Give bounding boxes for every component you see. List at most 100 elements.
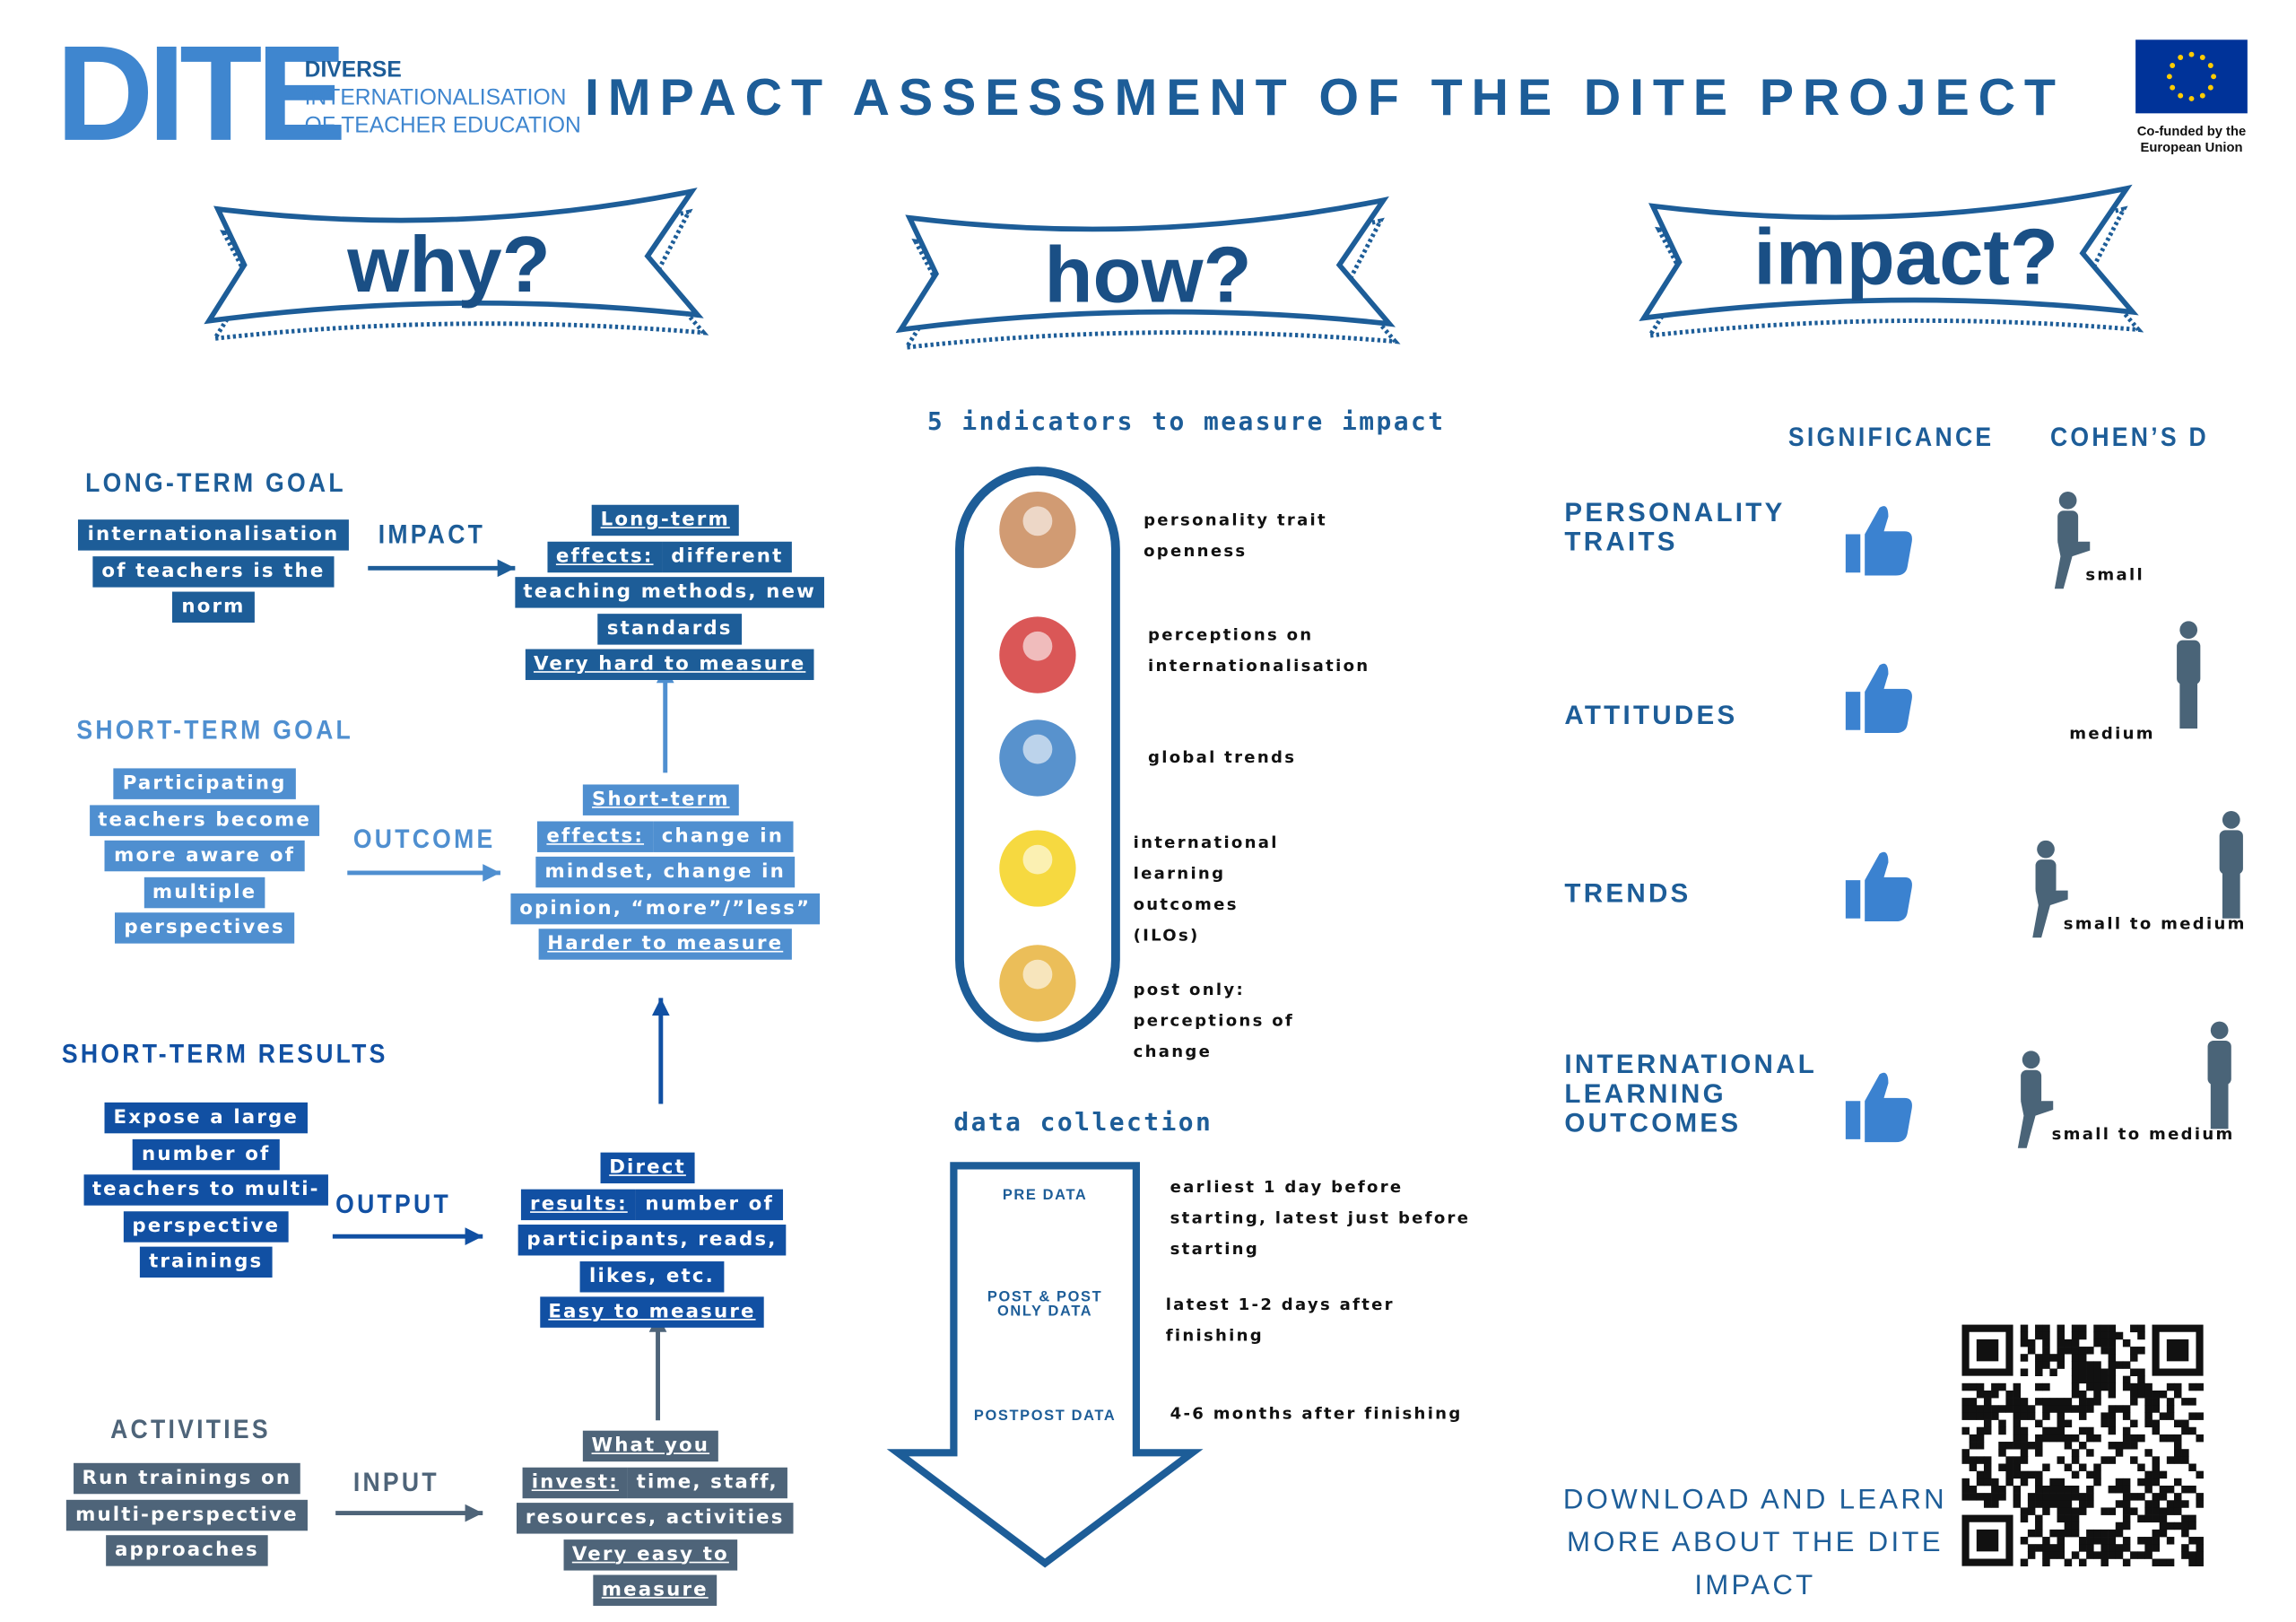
qr-cell — [2122, 1405, 2131, 1413]
qr-cell — [2057, 1426, 2065, 1435]
qr-cell — [2049, 1405, 2057, 1413]
qr-cell — [2086, 1537, 2094, 1545]
qr-cell — [2144, 1514, 2152, 1523]
qr-cell — [2035, 1449, 2043, 1457]
qr-cell — [2137, 1331, 2145, 1340]
qr-cell — [2181, 1522, 2189, 1530]
qr-cell — [2159, 1514, 2168, 1523]
qr-cell — [2152, 1500, 2161, 1508]
qr-cell — [1969, 1382, 1978, 1391]
qr-cell — [2020, 1368, 2029, 1376]
indicator-icon-detail — [1022, 506, 1053, 536]
qr-cell — [2130, 1419, 2138, 1428]
qr-cell — [2078, 1426, 2087, 1435]
qr-cell — [2035, 1485, 2043, 1494]
qr-cell — [2130, 1347, 2138, 1355]
qr-cell — [2152, 1390, 2161, 1399]
qr-cell — [2181, 1544, 2189, 1552]
qr-cell — [2108, 1544, 2117, 1552]
collection-arrow — [886, 1162, 1204, 1568]
qr-cell — [2108, 1537, 2117, 1545]
qr-cell — [2013, 1390, 2022, 1399]
qr-cell — [1983, 1419, 1992, 1428]
qr-cell — [2122, 1434, 2131, 1443]
arrow-label: INPUT — [352, 1467, 439, 1497]
qr-cell — [1983, 1478, 1992, 1487]
qr-cell — [1983, 1500, 1992, 1508]
banner — [204, 187, 709, 342]
qr-cell — [2035, 1493, 2043, 1501]
qr-cell — [1961, 1398, 1970, 1406]
qr-cell — [1998, 1405, 2006, 1413]
qr-cell — [1991, 1500, 1999, 1508]
qr-cell — [2181, 1419, 2189, 1428]
qr-cell — [2057, 1331, 2065, 1340]
qr-cell — [2130, 1390, 2138, 1399]
qr-cell — [1969, 1485, 1978, 1494]
qr-cell — [2057, 1419, 2065, 1428]
qr-cell — [2159, 1434, 2168, 1443]
qr-cell — [2196, 1412, 2204, 1420]
qr-cell — [2144, 1390, 2152, 1399]
qr-cell — [2137, 1347, 2145, 1355]
qr-cell — [2115, 1500, 2124, 1508]
qr-cell — [2166, 1507, 2175, 1515]
eu-star — [2199, 55, 2205, 60]
qr-cell — [2108, 1529, 2117, 1538]
qr-cell — [2100, 1412, 2109, 1420]
qr-cell — [2166, 1537, 2175, 1545]
indicator-capsule — [955, 467, 1120, 1042]
qr-cell — [2071, 1485, 2080, 1494]
eu-star — [2207, 63, 2213, 68]
effect-box: Long-term effects: different teaching met… — [504, 503, 835, 684]
person-body — [2219, 830, 2243, 875]
qr-cell — [2108, 1375, 2117, 1384]
qr-cell — [2078, 1390, 2087, 1399]
eu-stars — [2166, 51, 2217, 101]
qr-cell — [2159, 1507, 2168, 1515]
qr-cell — [2057, 1537, 2065, 1545]
qr-cell — [1976, 1434, 1985, 1443]
qr-cell — [2122, 1382, 2131, 1391]
qr-cell — [2071, 1434, 2080, 1443]
stage-label: PRE DATA — [1002, 1188, 1088, 1205]
qr-cell — [2108, 1551, 2117, 1559]
eu-star — [2166, 74, 2172, 80]
person-legs — [2032, 890, 2068, 938]
qr-cell — [2027, 1347, 2036, 1355]
indicator-icon-detail — [1022, 844, 1053, 875]
eu-flag — [2135, 39, 2248, 114]
qr-cell — [2166, 1382, 2175, 1391]
qr-cell — [2137, 1551, 2145, 1559]
qr-cell — [1991, 1485, 1999, 1494]
qr-cell — [2071, 1470, 2080, 1479]
qr-cell — [2152, 1463, 2161, 1471]
qr-cell — [2071, 1522, 2080, 1530]
qr-cell — [2144, 1470, 2152, 1479]
qr-cell — [2152, 1478, 2161, 1487]
qr-cell — [2093, 1398, 2101, 1406]
qr-cell — [2108, 1507, 2117, 1515]
qr-cell — [2152, 1514, 2161, 1523]
qr-cell — [2078, 1331, 2087, 1340]
qr-cell — [2071, 1347, 2080, 1355]
qr-cell — [2086, 1544, 2094, 1552]
qr-cell — [2049, 1478, 2057, 1487]
thumbs-up — [1845, 851, 1912, 922]
goal-text: internationalisation of teachers is the … — [78, 519, 349, 623]
qr-cell — [2057, 1478, 2065, 1487]
title: IMPACT ASSESSMENT OF THE DITE PROJECT — [585, 69, 2065, 126]
eu-label: Co-funded by the European Union — [2136, 123, 2247, 155]
qr-cell — [2071, 1551, 2080, 1559]
qr-cell — [2064, 1485, 2073, 1494]
sitting-person — [2032, 840, 2068, 938]
qr-cell — [2035, 1398, 2043, 1406]
qr-cell — [2144, 1449, 2152, 1457]
qr-cell — [2086, 1434, 2094, 1443]
qr-cell — [2057, 1507, 2065, 1515]
qr-cell — [2100, 1324, 2109, 1333]
qr-cell — [2078, 1361, 2087, 1369]
qr-cell — [2152, 1537, 2161, 1545]
qr-cell — [1976, 1493, 1985, 1501]
